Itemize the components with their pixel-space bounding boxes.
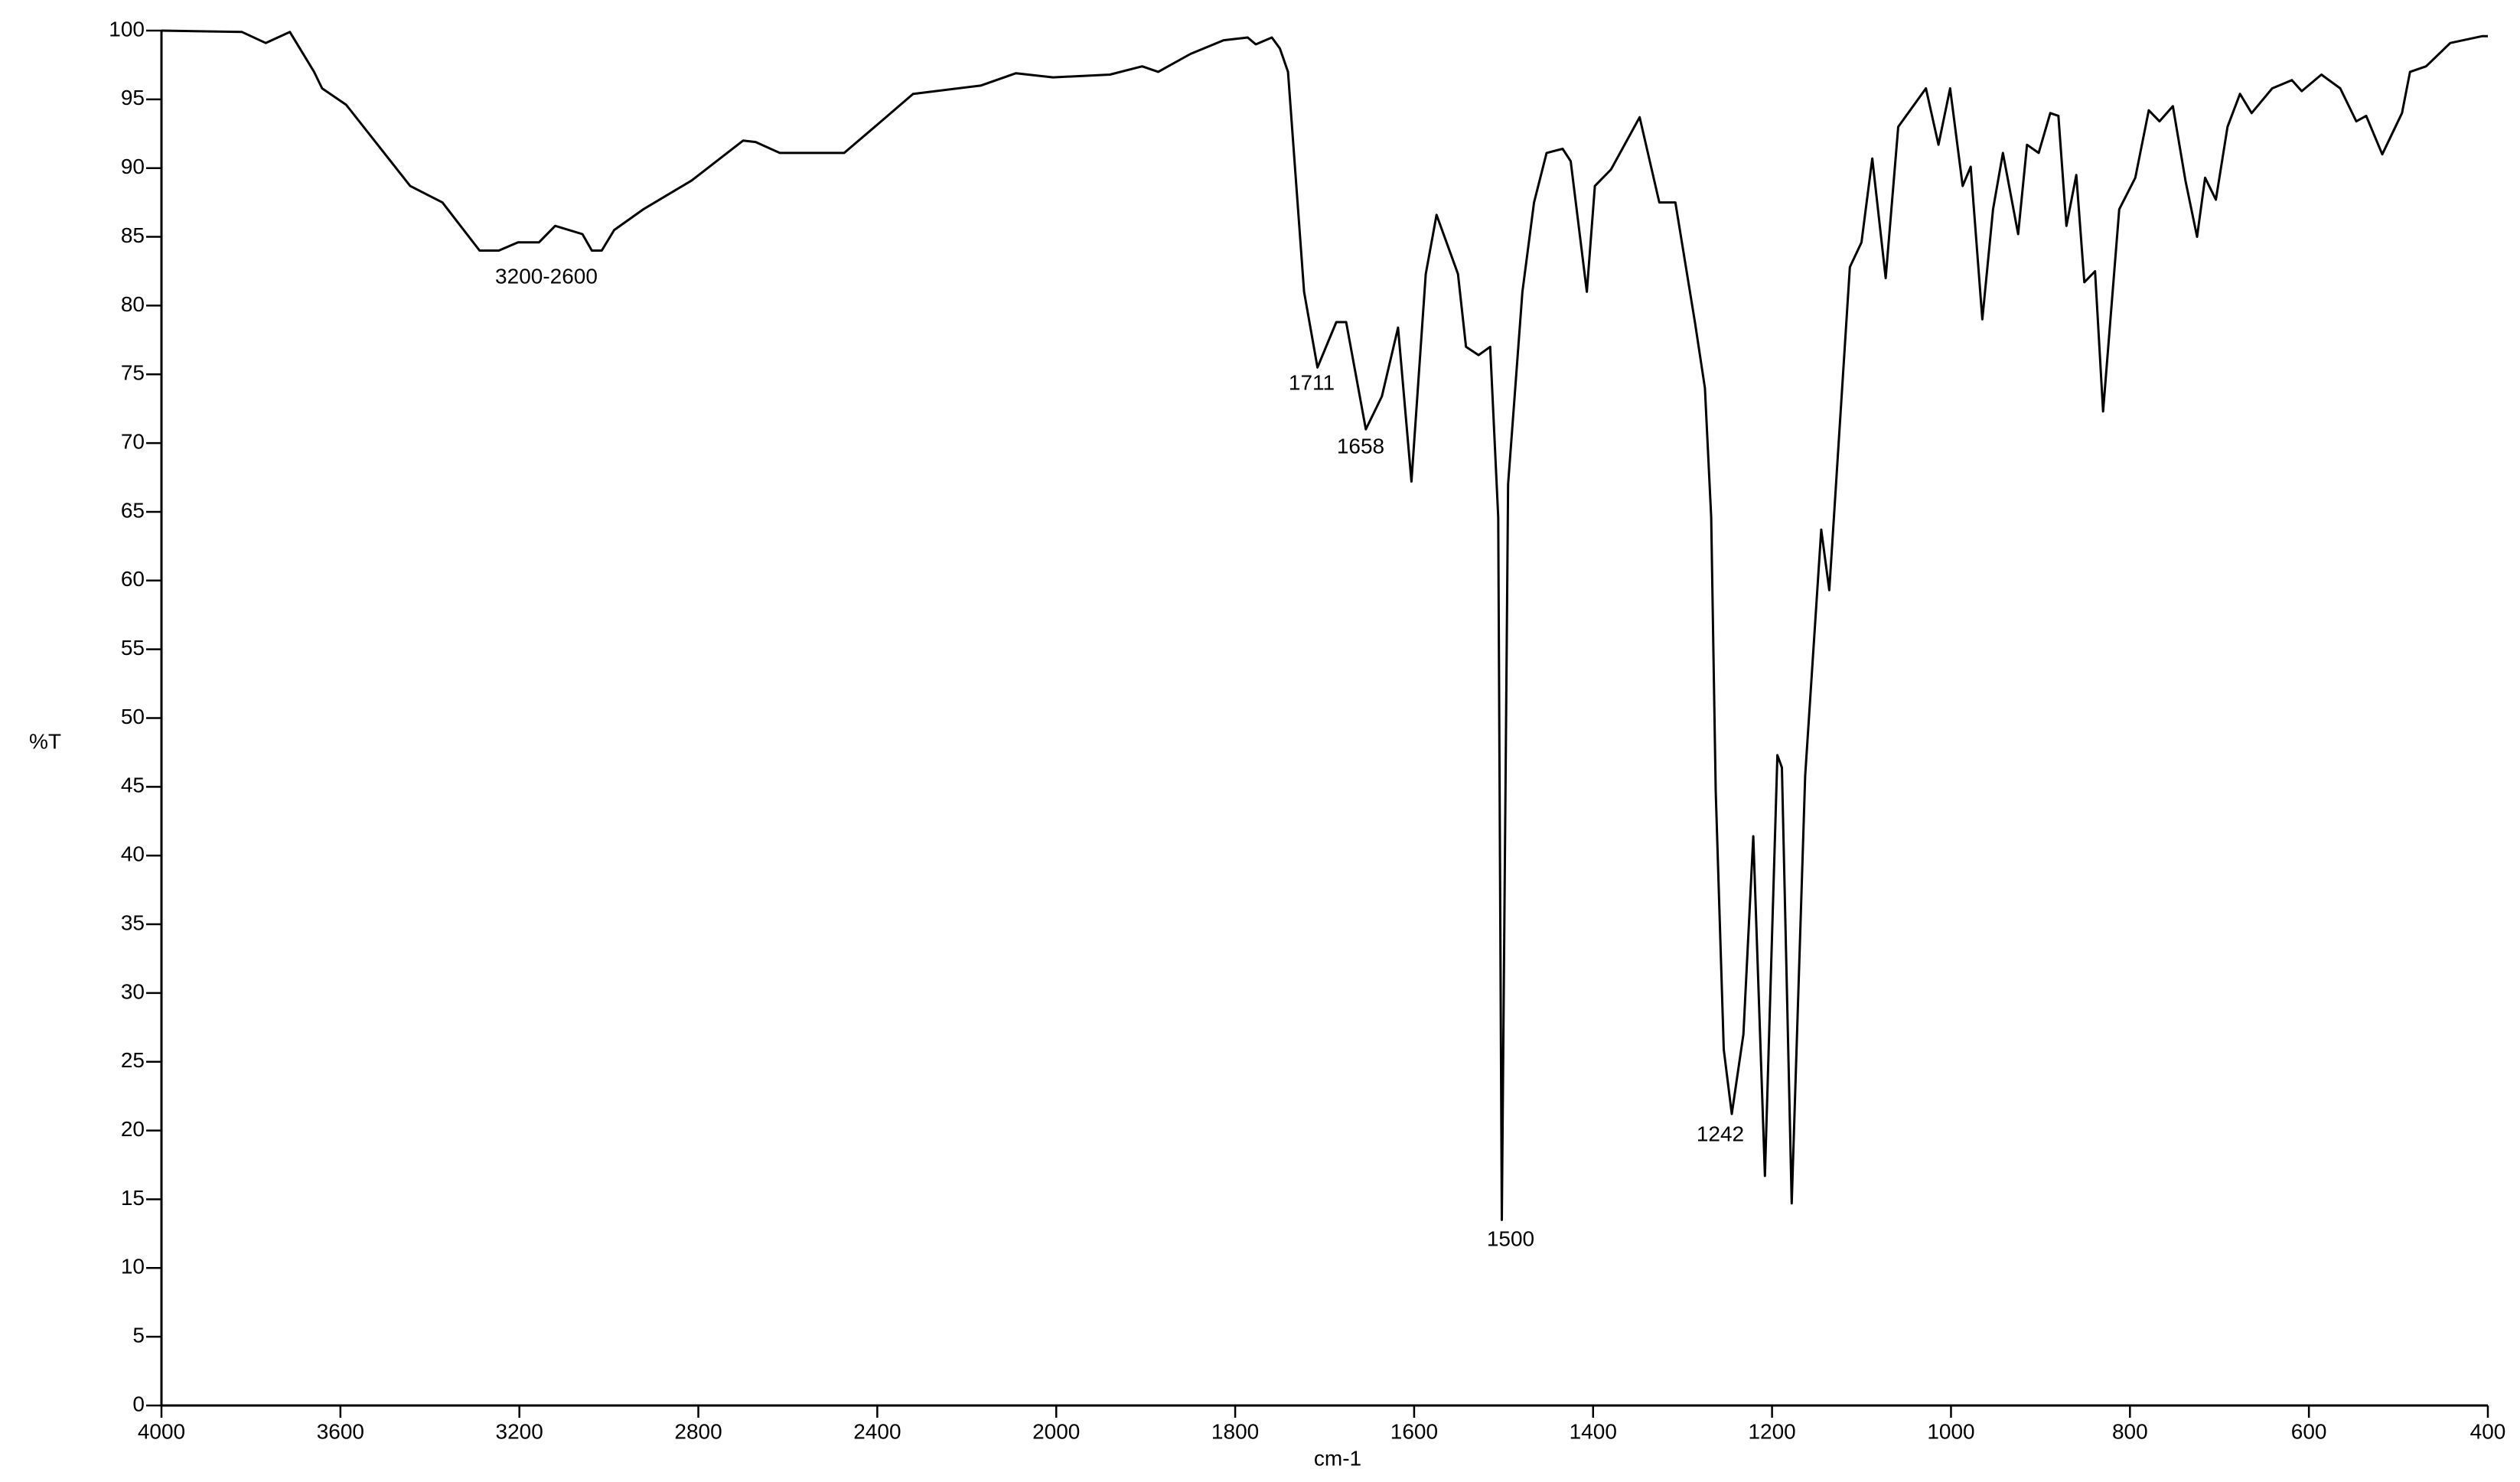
peak-annotation: 1242: [1697, 1122, 1744, 1145]
x-tick-label: 2800: [674, 1419, 722, 1443]
x-tick-label: 4000: [138, 1419, 185, 1443]
x-tick-label: 1000: [1927, 1419, 1974, 1443]
x-tick-label: 2000: [1032, 1419, 1080, 1443]
y-tick-label: 85: [121, 223, 145, 247]
x-tick-label: 3200: [496, 1419, 543, 1443]
y-tick-label: 70: [121, 429, 145, 453]
peak-annotation: 1711: [1289, 370, 1335, 394]
x-tick-label: 3600: [317, 1419, 364, 1443]
y-tick-label: 25: [121, 1048, 145, 1072]
x-tick-label: 600: [2291, 1419, 2327, 1443]
x-tick-label: 1600: [1390, 1419, 1438, 1443]
y-tick-label: 20: [121, 1117, 145, 1141]
x-tick-label: 1800: [1211, 1419, 1259, 1443]
x-tick-label: 800: [2112, 1419, 2148, 1443]
y-tick-label: 80: [121, 292, 145, 316]
y-tick-label: 100: [109, 17, 145, 41]
x-axis-label: cm-1: [1314, 1446, 1361, 1470]
y-tick-label: 65: [121, 498, 145, 522]
peak-annotation: 3200-2600: [495, 264, 598, 288]
y-tick-label: 75: [121, 361, 145, 385]
y-tick-label: 0: [132, 1392, 145, 1415]
x-tick-label: 1400: [1570, 1419, 1617, 1443]
y-tick-label: 50: [121, 705, 145, 728]
y-tick-label: 35: [121, 910, 145, 934]
peak-annotation: 1658: [1337, 434, 1384, 458]
x-tick-label: 400: [2470, 1419, 2506, 1443]
y-axis-label: %T: [29, 729, 61, 753]
y-tick-label: 60: [121, 567, 145, 591]
y-tick-label: 30: [121, 979, 145, 1003]
peak-annotation: 1500: [1487, 1226, 1534, 1250]
y-tick-label: 45: [121, 774, 145, 797]
y-tick-label: 40: [121, 842, 145, 866]
y-tick-label: 10: [121, 1255, 145, 1278]
y-tick-label: 15: [121, 1186, 145, 1210]
x-tick-label: 2400: [853, 1419, 901, 1443]
x-tick-label: 1200: [1748, 1419, 1795, 1443]
y-tick-label: 55: [121, 636, 145, 660]
spectrum-line: [161, 29, 2488, 1221]
y-tick-label: 95: [121, 86, 145, 109]
y-tick-label: 90: [121, 155, 145, 178]
y-tick-label: 5: [132, 1324, 145, 1347]
